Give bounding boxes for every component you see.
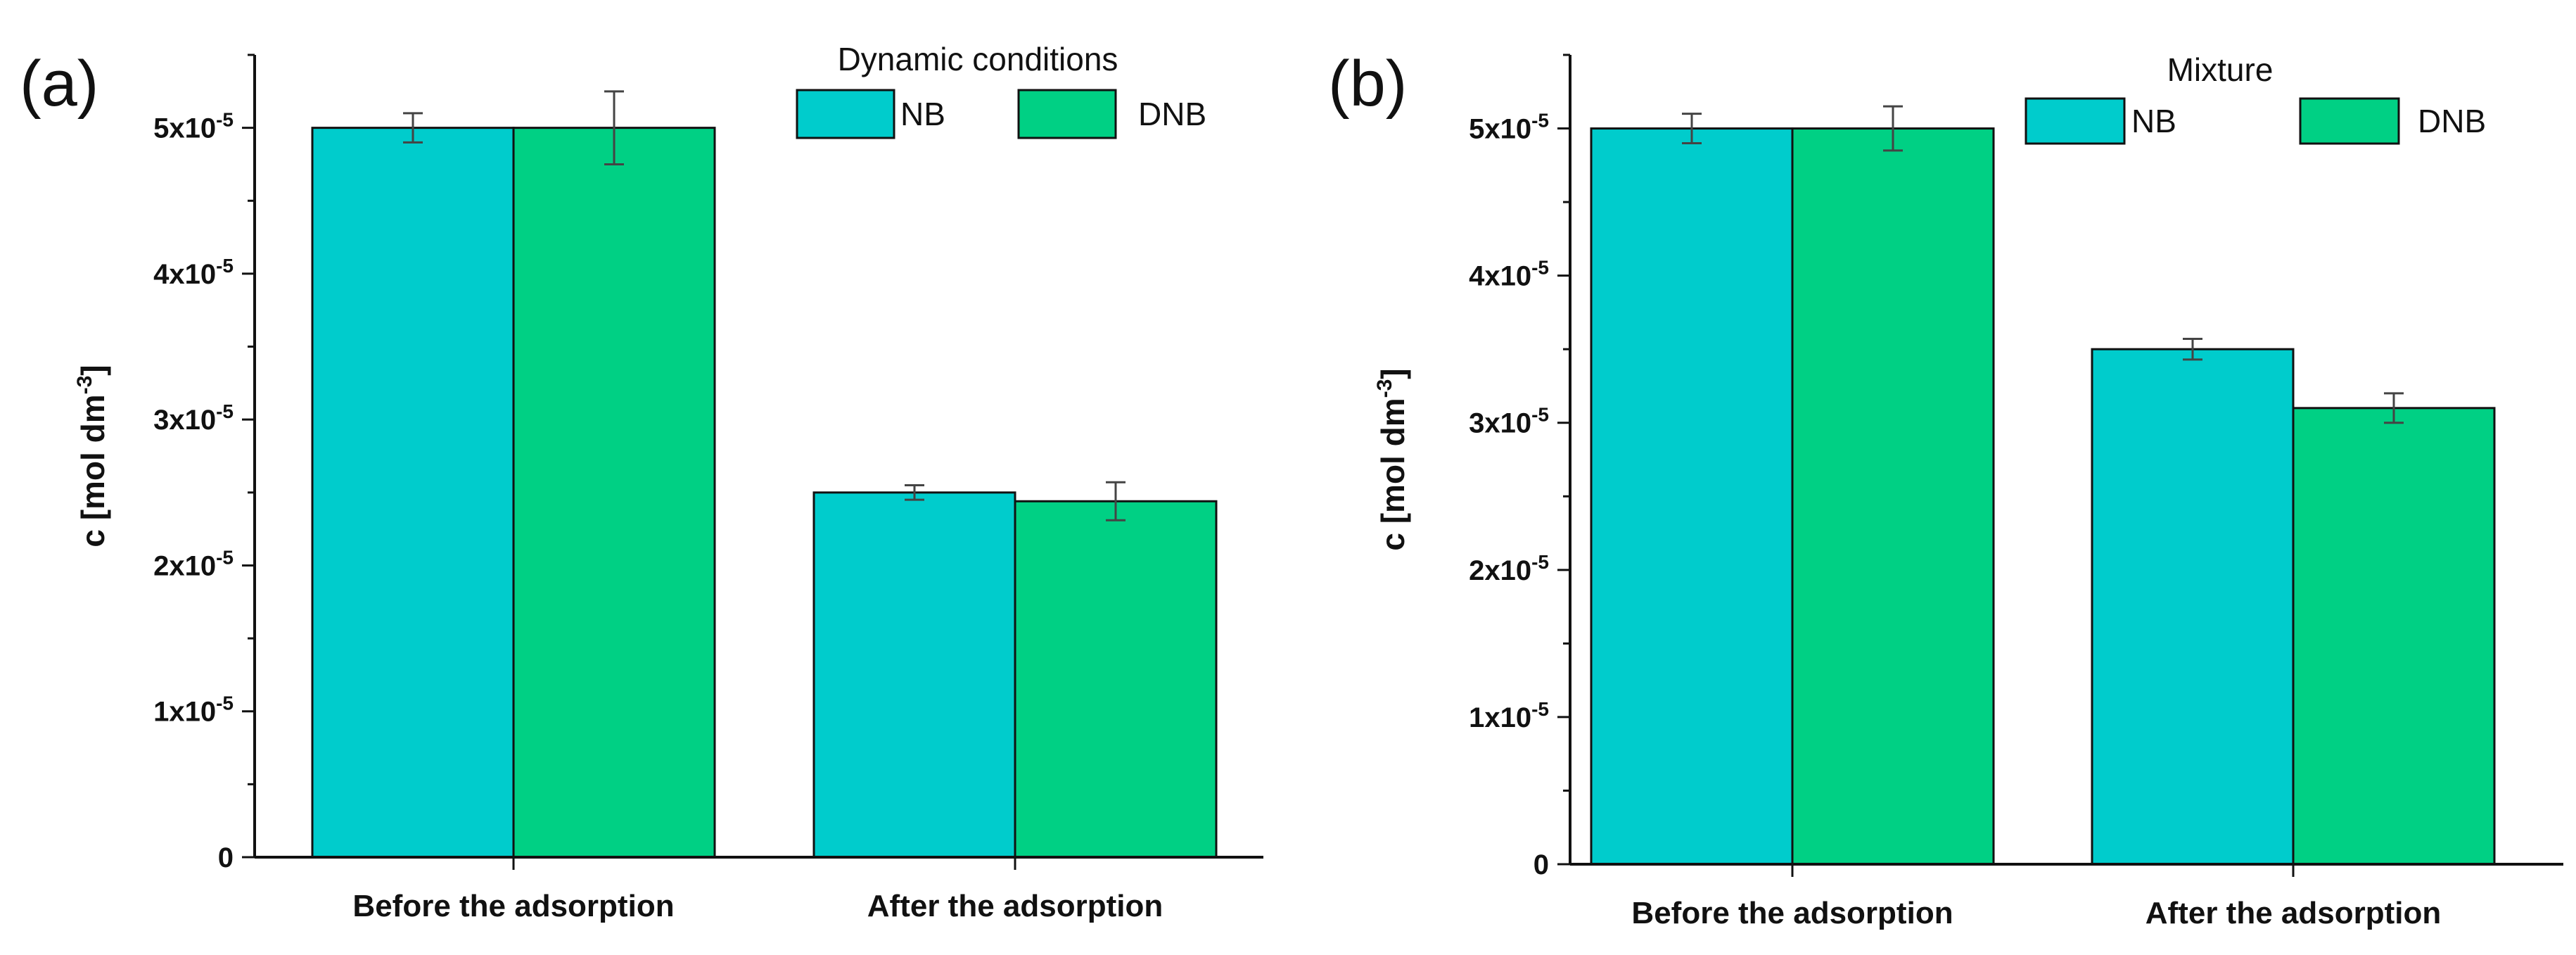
y-tick-label: 4x10-5: [153, 255, 234, 290]
legend-swatch-nb: [796, 89, 895, 139]
legend-title: Mixture: [2167, 51, 2274, 88]
legend-label-dnb: DNB: [2418, 103, 2486, 139]
error-bar-dnb-before: [604, 90, 624, 165]
legend-swatch-dnb: [2299, 97, 2400, 145]
y-tick-label: 2x10-5: [153, 546, 234, 581]
panel-a: (a) 0 1x10-5 2x10-5 3x10-5 4x10-5 5x10-5 Before…: [20, 41, 1263, 923]
bar-nb-after: [812, 491, 1016, 859]
error-bar-nb-after: [2183, 338, 2202, 361]
legend-label-nb: NB: [900, 96, 945, 132]
y-tick-label: 3x10-5: [153, 400, 234, 436]
x-category-label: Before the adsorption: [352, 889, 674, 923]
legend-swatch-nb: [2025, 97, 2126, 145]
y-tick-label: 5x10-5: [153, 109, 234, 144]
legend-label-nb: NB: [2131, 103, 2176, 139]
y-tick-label: 1x10-5: [153, 692, 234, 728]
x-category-label: Before the adsorption: [1631, 896, 1953, 930]
panel-label: (b): [1328, 48, 1407, 120]
error-bar-nb-before: [403, 112, 423, 144]
bar-dnb-before: [1791, 127, 1995, 866]
y-tick-label: 1x10-5: [1469, 698, 1549, 733]
y-axis-label: c [mol dm-3]: [73, 365, 111, 547]
x-category-label: After the adsorption: [2145, 896, 2441, 930]
bar-nb-before: [1590, 127, 1794, 866]
bar-dnb-after: [1014, 500, 1218, 859]
error-bar-dnb-after: [2384, 392, 2404, 424]
y-tick-label: 4x10-5: [1469, 257, 1549, 292]
panel-b: (b) 0 1x10-5 2x10-5 3x10-5 4x10-5 5x10-5 Before…: [1328, 48, 2563, 930]
legend-label-dnb: DNB: [1138, 96, 1206, 132]
panel-label: (a): [20, 48, 98, 120]
y-tick-label: 0: [1534, 849, 1549, 880]
bar-nb-after: [2091, 348, 2295, 866]
error-bar-dnb-after: [1106, 481, 1126, 521]
bar-dnb-after: [2292, 407, 2496, 866]
error-bar-nb-after: [905, 483, 924, 501]
y-tick-label: 0: [218, 842, 234, 873]
y-tick-label: 2x10-5: [1469, 551, 1549, 586]
error-bar-dnb-before: [1883, 105, 1903, 152]
bar-nb-before: [311, 127, 515, 859]
x-category-label: After the adsorption: [867, 889, 1163, 923]
legend-title: Dynamic conditions: [838, 41, 1118, 77]
y-axis-label: c [mol dm-3]: [1373, 368, 1411, 550]
bar-dnb-before: [512, 127, 716, 859]
y-tick-label: 5x10-5: [1469, 110, 1549, 145]
legend-swatch-dnb: [1017, 89, 1117, 139]
y-tick-label: 3x10-5: [1469, 404, 1549, 439]
error-bar-nb-before: [1682, 113, 1702, 144]
